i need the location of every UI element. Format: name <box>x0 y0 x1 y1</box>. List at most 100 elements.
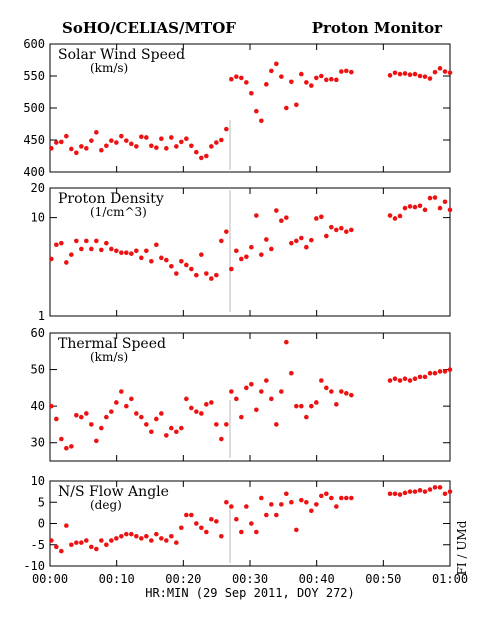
data-point <box>109 246 114 252</box>
data-point <box>154 242 159 248</box>
data-point <box>309 83 314 88</box>
data-point <box>119 133 124 139</box>
data-point <box>432 485 438 490</box>
data-point <box>69 542 74 548</box>
data-point <box>294 403 299 409</box>
data-point <box>224 422 229 427</box>
data-point <box>99 538 104 543</box>
data-point <box>79 144 84 149</box>
x-tick-label: 01:00 <box>432 572 468 586</box>
data-point <box>349 392 354 398</box>
data-point <box>134 533 139 539</box>
data-point <box>397 492 403 497</box>
data-point <box>432 370 438 376</box>
data-point <box>229 76 234 82</box>
data-point <box>279 389 284 394</box>
data-point <box>412 71 418 77</box>
data-point <box>349 495 354 501</box>
data-point <box>114 140 119 145</box>
data-point <box>214 140 219 145</box>
data-point <box>294 527 299 533</box>
data-point <box>224 499 229 505</box>
data-point <box>109 138 114 143</box>
data-point <box>417 73 423 79</box>
data-point <box>189 143 194 149</box>
data-point <box>274 422 279 427</box>
data-point <box>289 79 294 85</box>
data-point <box>299 235 304 241</box>
data-point <box>417 374 423 380</box>
data-point <box>432 69 438 75</box>
data-point <box>402 71 408 76</box>
data-point <box>59 548 64 554</box>
x-tick-label: 00:10 <box>99 572 135 586</box>
y-tick-label: 450 <box>23 133 45 147</box>
data-point <box>392 216 398 221</box>
data-point <box>239 414 244 420</box>
data-point <box>79 246 84 252</box>
data-point <box>189 405 194 411</box>
data-point <box>329 389 334 394</box>
data-point <box>59 436 64 442</box>
y-tick-label: 550 <box>23 69 45 83</box>
y-tick-label: 400 <box>23 165 45 179</box>
data-point <box>49 146 54 151</box>
data-point <box>234 74 239 79</box>
data-point <box>427 487 433 492</box>
data-point <box>144 248 149 254</box>
data-point <box>407 378 413 383</box>
y-tick-label: 500 <box>23 101 45 115</box>
data-point <box>244 80 249 85</box>
data-point <box>89 544 94 550</box>
data-point <box>274 61 279 67</box>
data-point <box>309 237 314 243</box>
data-point <box>129 396 134 402</box>
data-point <box>64 445 69 451</box>
data-point <box>442 199 448 205</box>
data-point <box>437 369 443 374</box>
data-point <box>109 409 114 414</box>
data-point <box>204 153 209 159</box>
data-point <box>189 512 194 518</box>
data-point <box>179 425 184 431</box>
y-tick-label: 0 <box>38 517 45 531</box>
data-point <box>84 146 89 151</box>
data-point <box>59 139 64 145</box>
data-point <box>244 504 249 509</box>
data-point <box>74 540 79 545</box>
data-point <box>139 134 144 140</box>
data-point <box>114 248 119 254</box>
y-tick-label: 1 <box>38 309 45 323</box>
data-point <box>402 205 408 211</box>
data-point <box>339 69 344 74</box>
data-point <box>417 203 423 209</box>
data-point <box>264 82 269 87</box>
data-point <box>437 205 443 211</box>
data-point <box>229 266 234 272</box>
y-tick-label: 5 <box>38 495 45 509</box>
data-point <box>387 213 393 218</box>
y-tick-label: -10 <box>23 559 45 573</box>
y-tick-label: 50 <box>31 363 45 377</box>
data-point <box>99 247 104 253</box>
data-point <box>254 108 259 114</box>
data-point <box>269 502 274 507</box>
data-point <box>204 402 209 407</box>
data-point <box>269 68 274 74</box>
data-point <box>392 491 398 497</box>
y-tick-label: 10 <box>31 211 45 225</box>
data-point <box>59 240 64 246</box>
data-point <box>114 400 119 405</box>
data-point <box>442 69 448 74</box>
data-point <box>329 495 334 501</box>
data-point <box>104 414 109 420</box>
data-point <box>104 240 109 246</box>
data-point <box>94 238 99 244</box>
panel-title: Solar Wind Speed <box>58 47 185 63</box>
data-point <box>184 396 189 402</box>
data-point <box>209 400 214 405</box>
data-point <box>264 512 269 518</box>
data-point <box>397 378 403 383</box>
data-point <box>164 433 169 438</box>
data-point <box>447 367 453 372</box>
